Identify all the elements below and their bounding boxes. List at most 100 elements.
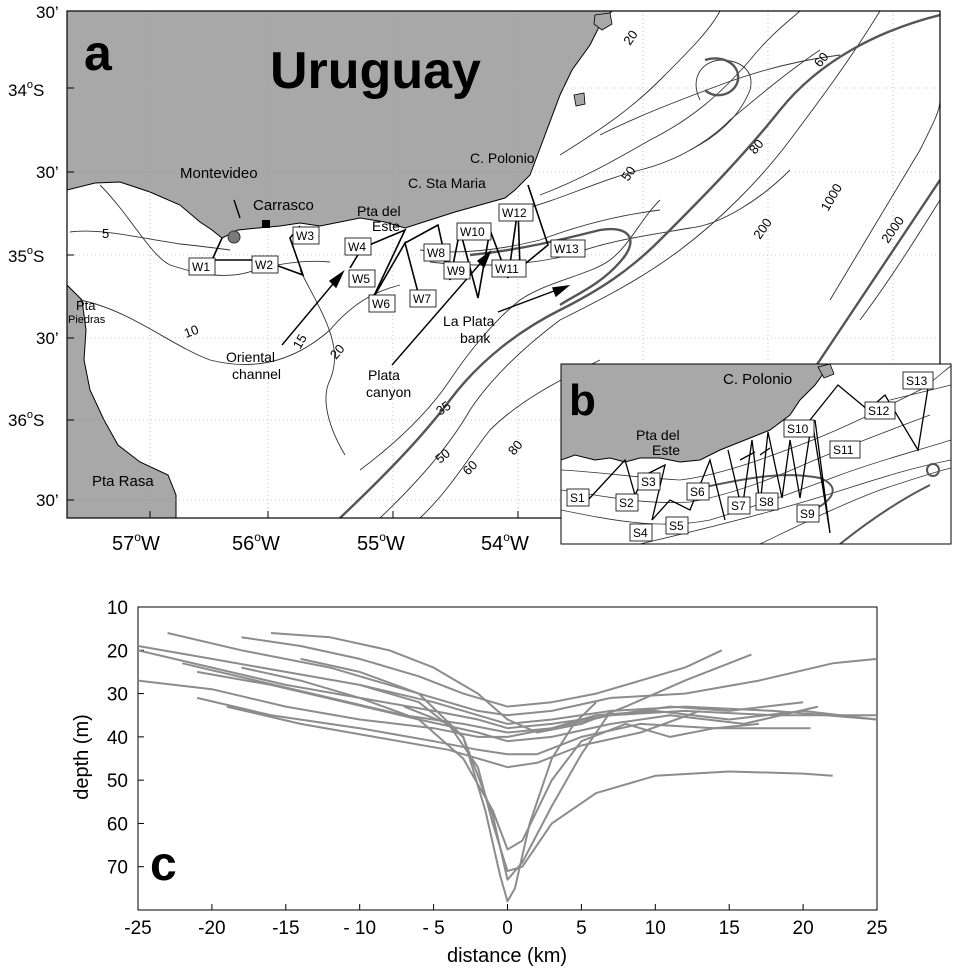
- depth-label: 10: [182, 322, 201, 341]
- svg-text:S8: S8: [759, 495, 774, 509]
- inset-pta-del: Pta del: [636, 427, 680, 443]
- depth-profile-line-1: [167, 632, 877, 717]
- lat-label: 34oS: [8, 79, 44, 100]
- latitude-labels: 30’ 34oS 30’ 35oS 30’ 36oS 30’: [8, 3, 59, 510]
- station-s2: S2: [615, 493, 639, 512]
- place-carrasco: Carrasco: [253, 197, 314, 214]
- place-canyon: canyon: [366, 384, 411, 400]
- svg-text:W10: W10: [460, 225, 485, 239]
- svg-text:W5: W5: [352, 272, 370, 286]
- x-tick-label: - 10: [343, 918, 376, 939]
- lat-label: 30’: [36, 329, 59, 348]
- x-tick-label: 0: [502, 918, 513, 939]
- station-w7: W7: [409, 289, 437, 308]
- depth-label: 35: [433, 398, 453, 419]
- place-c-polonio: C. Polonio: [470, 150, 535, 166]
- panel-b-inset: b C. Polonio Pta del Este S1 S2 S3 S4 S5…: [560, 363, 952, 545]
- stations-s: S1 S2 S3 S4 S5 S6 S7 S8 S9 S10 S11 S12 S…: [566, 371, 934, 542]
- inset-thick-isobaths: [699, 463, 940, 544]
- y-tick-label: 40: [107, 728, 128, 749]
- place-montevideo: Montevideo: [180, 165, 258, 182]
- svg-text:S12: S12: [868, 404, 890, 418]
- place-este: Este: [372, 218, 400, 234]
- stations-w: W1 W2 W3 W4 W5 W6 W7 W8 W9 W10 W11 W12 W…: [188, 203, 586, 313]
- svg-text:W13: W13: [554, 242, 579, 256]
- svg-text:W6: W6: [372, 297, 390, 311]
- station-s9: S9: [796, 504, 820, 523]
- place-pta: Pta: [76, 298, 96, 313]
- inset-c-polonio: C. Polonio: [723, 371, 792, 388]
- panel-a-letter: a: [84, 25, 113, 81]
- station-s1: S1: [566, 488, 590, 507]
- plot-area: [137, 606, 878, 911]
- station-s12: S12: [864, 401, 896, 420]
- svg-text:S13: S13: [906, 374, 928, 388]
- argentina-land: [67, 284, 177, 518]
- x-tick-label: 15: [719, 918, 740, 939]
- panel-b-frame: [560, 363, 952, 545]
- place-plata: Plata: [368, 367, 400, 383]
- place-c-sta-maria: C. Sta Maria: [408, 175, 486, 191]
- lon-label: 55oW: [357, 530, 405, 555]
- place-la-plata: La Plata: [443, 313, 495, 329]
- station-s11: S11: [829, 440, 861, 459]
- lat-label: 36oS: [8, 409, 44, 430]
- depth-profile-line-10: [226, 705, 700, 769]
- island: [593, 12, 613, 31]
- panel-b-letter: b: [569, 376, 596, 425]
- lon-label: 54oW: [481, 530, 529, 555]
- station-s13: S13: [902, 371, 934, 390]
- depth-label: 5: [102, 226, 109, 241]
- y-tick-label: 20: [107, 641, 128, 662]
- inset-island: [817, 364, 835, 379]
- transects-a: [210, 184, 549, 301]
- svg-text:S5: S5: [669, 519, 684, 533]
- station-s3: S3: [637, 472, 661, 491]
- depth-profile-line-14: [359, 683, 597, 903]
- panel-a-frame: [66, 10, 941, 519]
- x-tick-label: 25: [866, 918, 887, 939]
- x-axis-label: distance (km): [447, 945, 567, 967]
- depth-profile-line-7: [196, 670, 819, 743]
- chart-series: [138, 632, 877, 903]
- x-tick-label: - 5: [423, 918, 445, 939]
- station-w5: W5: [348, 269, 376, 288]
- inset-land: [561, 364, 831, 463]
- depth-profile-line-9: [196, 696, 811, 756]
- x-tick-label: 20: [793, 918, 814, 939]
- y-tick-label: 30: [107, 685, 128, 706]
- depth-profile-line-2: [241, 636, 723, 708]
- x-tick-label: -25: [124, 918, 151, 939]
- svg-text:W8: W8: [427, 246, 445, 260]
- x-tick-label: 5: [576, 918, 587, 939]
- station-w12: W12: [498, 203, 534, 222]
- uruguay-land: [67, 11, 613, 239]
- station-w2: W2: [251, 255, 279, 274]
- place-pta-del: Pta del: [357, 203, 401, 219]
- x-tick-label: -15: [272, 918, 299, 939]
- station-s4: S4: [629, 523, 653, 542]
- lat-label: 30’: [36, 3, 59, 22]
- chart-ticks: -25 -20 -15 - 10 - 5 0 5 10 15 20 25 10 20 30 40 50 60 70: [107, 598, 888, 939]
- depth-profile-line-3: [270, 632, 752, 734]
- svg-text:S10: S10: [787, 422, 809, 436]
- montevideo-marker: [227, 230, 241, 244]
- depth-profile-line-8: [138, 679, 877, 738]
- svg-text:S9: S9: [800, 507, 815, 521]
- svg-text:W3: W3: [296, 229, 314, 243]
- panel-a-ticks: [67, 87, 519, 518]
- station-s5: S5: [665, 516, 689, 535]
- panel-a-map: a Uruguay 30’ 34oS 30’ 35oS 30’ 36oS 30’…: [8, 3, 941, 555]
- lat-label: 30’: [36, 163, 59, 182]
- lon-label: 56oW: [232, 530, 280, 555]
- panel-c-chart: -25 -20 -15 - 10 - 5 0 5 10 15 20 25 10 20 30 40 50 60 70…: [71, 598, 888, 967]
- svg-text:S6: S6: [690, 485, 705, 499]
- country-label: Uruguay: [270, 42, 481, 100]
- lat-label: 35oS: [8, 245, 44, 266]
- depth-profile-line-13: [403, 705, 833, 872]
- depth-label: 15: [290, 331, 310, 351]
- station-w8: W8: [423, 243, 451, 262]
- station-w11: W11: [491, 259, 527, 278]
- svg-text:S11: S11: [833, 443, 854, 457]
